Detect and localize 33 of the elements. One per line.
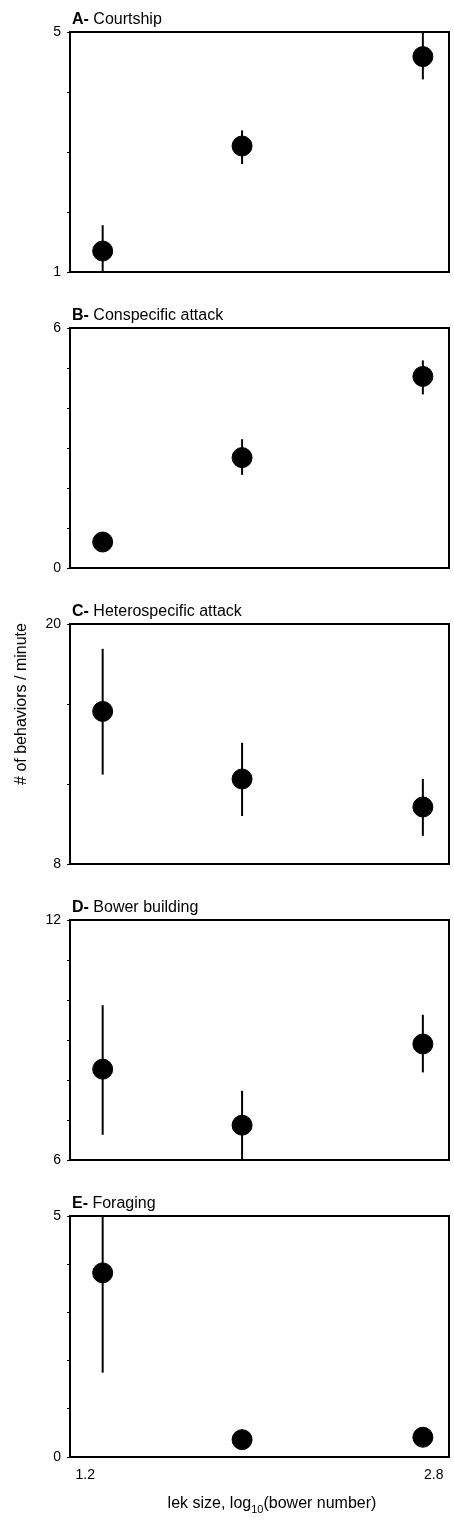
x-tick-label: 1.2 (75, 1466, 96, 1483)
chart-title: B- Conspecific attack (72, 306, 225, 323)
y-axis-title: # of behaviors / minute (12, 622, 30, 785)
point (92, 1058, 114, 1080)
point (231, 1429, 253, 1451)
point (412, 46, 434, 68)
y-tick-label: 1 (53, 262, 62, 279)
point (92, 531, 114, 553)
point (92, 240, 114, 262)
point (92, 700, 114, 722)
point (231, 1114, 253, 1136)
x-tick-label: 2.8 (424, 1466, 444, 1483)
point (231, 135, 253, 157)
y-tick-label: 6 (53, 318, 62, 335)
point (231, 768, 253, 790)
point (412, 1033, 434, 1055)
point (92, 1262, 114, 1284)
chart-title: E- Foraging (72, 1194, 156, 1211)
point (412, 1426, 434, 1448)
chart-title: C- Heterospecific attack (72, 602, 243, 619)
y-tick-label: 20 (45, 614, 62, 631)
point (412, 796, 434, 818)
y-tick-label: 0 (53, 1447, 62, 1464)
y-tick-label: 5 (53, 1206, 62, 1223)
y-tick-label: 8 (53, 854, 62, 871)
y-tick-label: 12 (45, 910, 62, 927)
chart-title: D- Bower building (72, 898, 199, 915)
point (231, 447, 253, 469)
y-tick-label: 6 (53, 1150, 62, 1167)
chart-title: A- Courtship (72, 10, 162, 27)
point (412, 365, 434, 387)
y-tick-label: 5 (53, 22, 62, 39)
y-tick-label: 0 (53, 558, 62, 575)
